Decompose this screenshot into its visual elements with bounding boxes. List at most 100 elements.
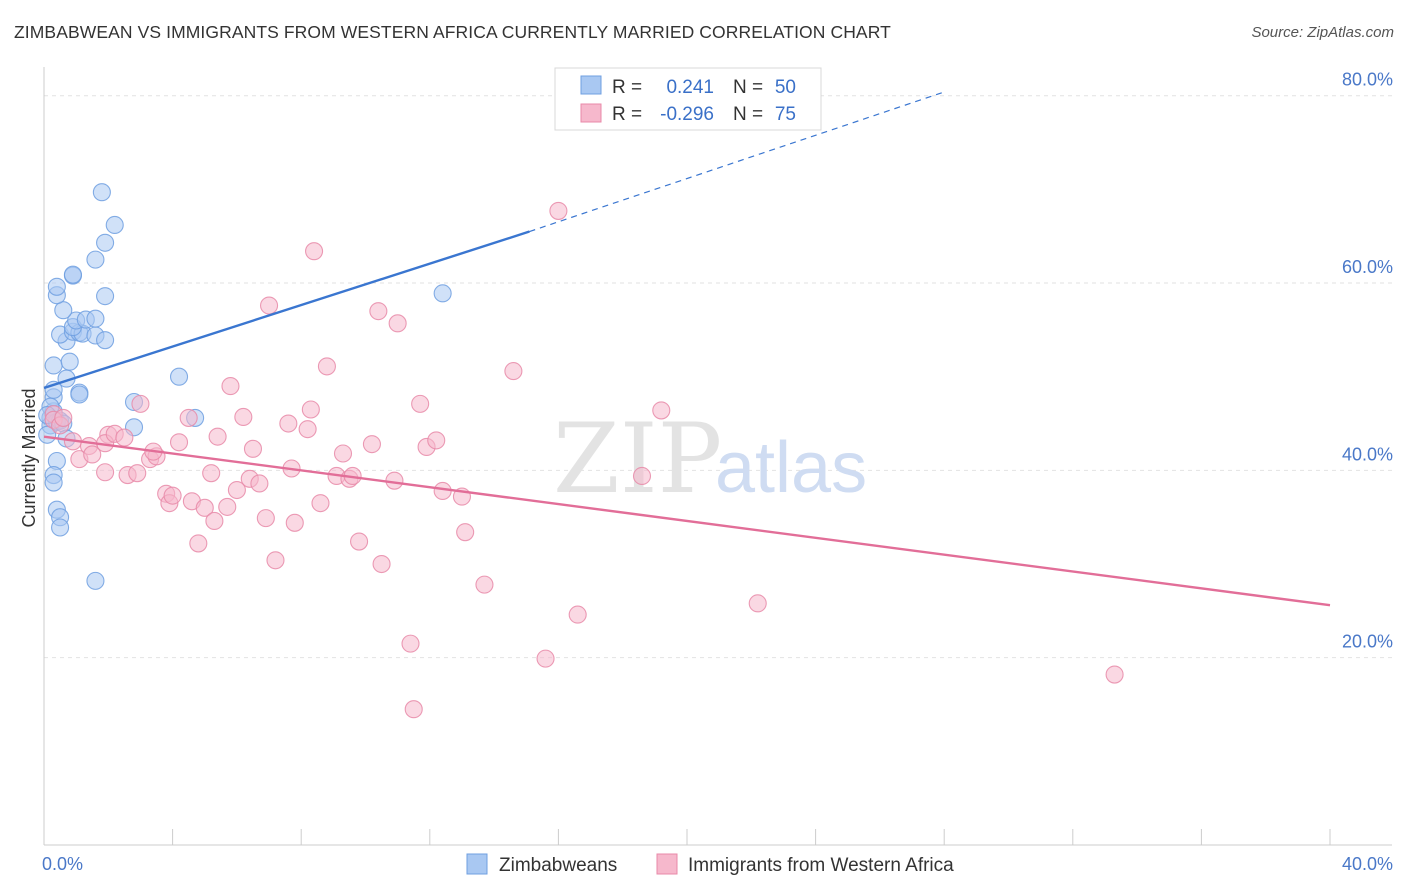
legend: Zimbabweans Immigrants from Western Afri… <box>466 853 954 876</box>
data-point-s1-33 <box>234 407 253 427</box>
legend-swatch-zimbabweans <box>466 853 488 875</box>
data-point-s0-23 <box>47 277 66 296</box>
data-point-s1-40 <box>279 414 298 433</box>
y-axis-title: Currently Married <box>19 388 39 527</box>
stats-swatch-western-africa <box>580 103 602 123</box>
data-point-s1-53 <box>362 435 381 454</box>
data-point-s1-27 <box>202 464 221 483</box>
data-point-s1-12 <box>96 463 115 482</box>
stats-n-label-1: N = <box>733 104 763 125</box>
data-point-s1-57 <box>388 314 407 333</box>
stats-r-value-1: -0.296 <box>660 104 714 125</box>
data-point-s1-52 <box>350 532 369 551</box>
y-tick-label-3: 80.0% <box>1342 70 1393 90</box>
data-point-s1-43 <box>298 420 317 439</box>
data-point-s1-23 <box>179 408 198 427</box>
data-point-s1-7 <box>83 445 102 464</box>
data-point-s1-54 <box>369 302 388 321</box>
data-point-s1-73 <box>748 594 767 613</box>
data-point-s1-60 <box>411 394 430 413</box>
y-tick-label-0: 20.0% <box>1342 632 1393 652</box>
data-point-s1-67 <box>504 362 523 381</box>
data-point-s1-55 <box>372 554 391 574</box>
data-point-s0-36 <box>70 385 89 404</box>
data-point-s0-43 <box>51 518 70 537</box>
data-point-s1-38 <box>259 296 279 315</box>
y-axis-title-group: Currently Married <box>19 388 39 527</box>
data-point-s0-46 <box>169 367 189 386</box>
data-point-s0-29 <box>96 331 115 350</box>
data-point-s1-59 <box>404 700 423 719</box>
data-point-s1-62 <box>427 431 446 450</box>
legend-swatch-western-africa <box>656 853 678 875</box>
data-point-s1-35 <box>243 439 263 458</box>
chart-title: ZIMBABWEAN VS IMMIGRANTS FROM WESTERN AF… <box>14 22 891 42</box>
data-point-s1-42 <box>285 513 304 532</box>
data-point-s0-30 <box>96 287 115 306</box>
legend-label-western-africa: Immigrants from Western Africa <box>688 855 954 876</box>
x-tick-label-max: 40.0% <box>1342 854 1393 874</box>
stats-r-label-0: R = <box>612 77 642 98</box>
data-point-s1-28 <box>205 511 224 530</box>
data-point-s0-33 <box>105 215 124 235</box>
trend-line-s0 <box>43 230 530 390</box>
stats-swatch-zimbabweans <box>580 75 602 95</box>
data-point-s0-4 <box>38 425 57 444</box>
data-point-s0-40 <box>44 473 63 492</box>
data-point-s0-49 <box>433 284 452 303</box>
data-point-s0-13 <box>60 352 79 371</box>
data-point-s1-11 <box>115 428 134 447</box>
data-point-s1-49 <box>333 444 353 463</box>
data-point-s1-70 <box>568 605 587 624</box>
data-point-s0-21 <box>54 301 73 320</box>
watermark-zip: ZIP <box>553 403 722 515</box>
axes <box>43 67 1392 846</box>
stats-n-value-0: 50 <box>775 77 796 98</box>
data-point-s1-72 <box>652 401 671 420</box>
data-point-s0-28 <box>86 309 105 328</box>
y-tick-label-1: 40.0% <box>1342 444 1393 464</box>
data-point-s1-29 <box>208 427 227 446</box>
data-point-s1-71 <box>632 466 652 486</box>
data-point-s1-30 <box>218 497 237 516</box>
data-point-s1-58 <box>401 634 420 653</box>
series-zimbabweans-points <box>38 183 452 590</box>
trend-lines <box>43 91 1331 607</box>
data-point-s1-68 <box>536 649 555 668</box>
data-point-s1-31 <box>221 377 240 396</box>
watermark-atlas: atlas <box>715 428 867 508</box>
trend-extension-s0 <box>529 91 945 233</box>
data-point-s1-39 <box>266 551 285 570</box>
stats-n-label-0: N = <box>733 77 763 98</box>
data-point-s1-65 <box>456 523 475 542</box>
data-point-s1-22 <box>169 433 189 452</box>
x-tick-label-min: 0.0% <box>42 854 83 874</box>
data-point-s1-21 <box>163 486 182 505</box>
trend-line-s1 <box>43 435 1331 607</box>
grid-lines <box>44 95 1392 659</box>
stats-r-label-1: R = <box>612 104 642 125</box>
data-point-s1-74 <box>1105 665 1124 684</box>
stats-box: R = 0.241 N = 50 R = -0.296 N = 75 <box>554 67 822 131</box>
data-point-s0-32 <box>96 233 115 252</box>
data-point-s1-69 <box>549 201 568 220</box>
legend-label-zimbabweans: Zimbabweans <box>499 855 617 876</box>
data-point-s1-63 <box>433 481 452 501</box>
data-point-s1-15 <box>131 394 150 413</box>
source-credit: Source: ZipAtlas.com <box>1251 24 1394 41</box>
data-point-s1-47 <box>317 357 336 376</box>
y-tick-labels: 20.0% 40.0% 60.0% 80.0% <box>1342 70 1393 652</box>
stats-n-value-1: 75 <box>775 104 796 125</box>
data-point-s1-44 <box>301 400 320 419</box>
data-point-s1-46 <box>311 494 330 513</box>
data-point-s0-31 <box>86 250 105 269</box>
data-point-s1-45 <box>305 242 324 261</box>
data-point-s1-3 <box>54 408 73 427</box>
data-point-s1-66 <box>475 575 494 594</box>
data-point-s0-25 <box>63 265 82 284</box>
data-point-s1-25 <box>189 534 208 553</box>
data-point-s1-32 <box>227 480 246 500</box>
data-point-s0-44 <box>86 571 105 590</box>
stats-r-value-0: 0.241 <box>666 77 714 98</box>
